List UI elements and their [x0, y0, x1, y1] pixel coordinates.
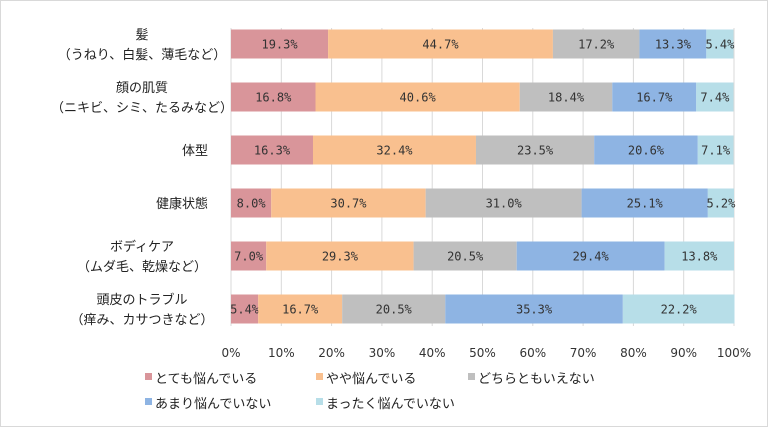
data-label: 31.0%	[486, 197, 523, 211]
bar-segment	[231, 135, 313, 165]
data-label: 16.7%	[282, 303, 319, 317]
data-label: 7.0%	[234, 250, 264, 264]
bar-segment	[594, 135, 698, 165]
category-label: （ムダ毛、乾燥など）	[77, 260, 207, 275]
x-tick-label: 10%	[268, 346, 295, 360]
data-label: 8.0%	[237, 197, 267, 211]
data-label: 7.4%	[700, 91, 730, 105]
data-label: 29.3%	[322, 250, 359, 264]
legend-label: まったく悩んでいない	[326, 397, 455, 412]
bar-segment	[328, 29, 553, 59]
bar-segment	[312, 135, 476, 165]
data-label: 40.6%	[400, 91, 437, 105]
bar-segment	[475, 135, 595, 165]
legend-item: やや悩んでいる	[316, 372, 416, 387]
bar-segment	[271, 188, 426, 218]
bar-segment	[231, 29, 329, 59]
data-label: 16.8%	[255, 91, 292, 105]
bar-segment	[664, 241, 734, 271]
x-tick-label: 60%	[519, 346, 546, 360]
data-label: 5.2%	[706, 197, 736, 211]
x-tick-label: 0%	[221, 346, 240, 360]
x-tick-label: 80%	[620, 346, 647, 360]
data-label: 29.4%	[573, 250, 610, 264]
data-label: 32.4%	[376, 144, 413, 158]
bar-segment	[552, 29, 640, 59]
bar-segment	[696, 82, 734, 112]
bar-segment	[706, 29, 734, 59]
category-label: （ニキビ、シミ、たるみなど）	[51, 101, 233, 116]
bar-segment	[231, 241, 267, 271]
data-label: 20.5%	[376, 303, 413, 317]
category-label: 頭皮のトラブル	[96, 292, 187, 308]
data-label: 13.3%	[655, 38, 692, 52]
data-label: 22.2%	[661, 303, 698, 317]
legend-swatch	[145, 398, 152, 405]
bar-segment	[315, 82, 520, 112]
data-label: 44.7%	[422, 38, 459, 52]
category-label: ボディケア	[110, 239, 174, 255]
category-label: （痒み、カサつきなど）	[70, 312, 213, 328]
legend-item: とても悩んでいる	[145, 372, 257, 387]
legend-label: どちらともいえない	[478, 372, 595, 387]
bar-segment	[612, 82, 697, 112]
category-label: 顔の肌質	[116, 81, 168, 96]
legend-swatch	[316, 398, 323, 405]
data-label: 30.7%	[330, 197, 367, 211]
data-label: 23.5%	[517, 144, 554, 158]
legend-label: とても悩んでいる	[155, 372, 257, 387]
legend-item: どちらともいえない	[468, 372, 595, 387]
category-label: 体型	[182, 144, 208, 159]
bar-segment	[258, 294, 343, 324]
bar-segment	[519, 82, 613, 112]
data-label: 7.1%	[701, 144, 731, 158]
data-label: 25.1%	[627, 197, 664, 211]
legend-label: あまり悩んでいない	[155, 397, 271, 412]
x-tick-label: 90%	[670, 346, 697, 360]
x-tick-label: 100%	[717, 346, 751, 360]
data-label: 35.3%	[516, 303, 553, 317]
bar-segment	[697, 135, 734, 165]
bar-segment	[342, 294, 446, 324]
bar-segment	[639, 29, 707, 59]
legend-swatch	[145, 373, 152, 380]
x-tick-label: 70%	[570, 346, 597, 360]
bar-segment	[516, 241, 665, 271]
bar-segment	[413, 241, 517, 271]
category-label: （うねり、白髪、薄毛など）	[58, 47, 226, 63]
x-tick-label: 50%	[469, 346, 496, 360]
legend-label: やや悩んでいる	[326, 372, 416, 387]
legend-item: あまり悩んでいない	[145, 397, 271, 412]
bar-segment	[581, 188, 708, 218]
bar-segment	[266, 241, 414, 271]
bar-segment	[622, 294, 735, 324]
data-label: 5.4%	[230, 303, 260, 317]
x-tick-label: 40%	[419, 346, 446, 360]
data-label: 20.5%	[447, 250, 484, 264]
legend-item: まったく悩んでいない	[316, 397, 455, 412]
data-label: 19.3%	[261, 38, 298, 52]
category-label: 健康状態	[156, 196, 208, 212]
data-label: 16.7%	[636, 91, 673, 105]
bar-segment	[445, 294, 623, 324]
bar-segment	[425, 188, 582, 218]
x-tick-label: 30%	[369, 346, 396, 360]
data-label: 17.2%	[578, 38, 615, 52]
bar-segment	[707, 188, 734, 218]
data-label: 18.4%	[548, 91, 585, 105]
legend-swatch	[468, 373, 475, 380]
category-label: 髪	[135, 28, 148, 43]
data-label: 5.4%	[705, 38, 735, 52]
data-label: 16.3%	[254, 144, 291, 158]
x-tick-label: 20%	[318, 346, 345, 360]
legend-swatch	[316, 373, 323, 380]
data-label: 13.8%	[681, 250, 718, 264]
bar-segment	[231, 82, 316, 112]
bar-segment	[231, 294, 259, 324]
bar-segment	[231, 188, 272, 218]
data-label: 20.6%	[628, 144, 665, 158]
